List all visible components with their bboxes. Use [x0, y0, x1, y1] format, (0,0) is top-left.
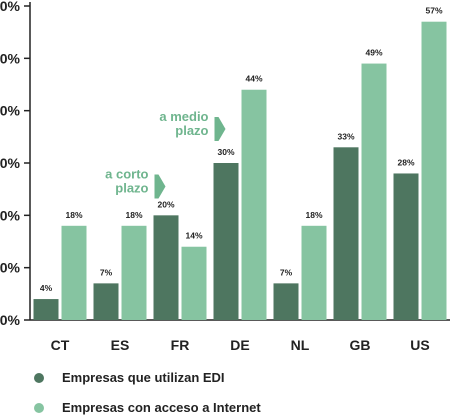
x-tick-label: US: [410, 337, 429, 353]
data-label: 14%: [185, 231, 202, 241]
bar: [181, 246, 207, 320]
x-tick-label: DE: [230, 337, 249, 353]
y-tick-label: 10%: [0, 260, 21, 276]
data-label: 7%: [280, 267, 293, 277]
annotation-text: plazo: [115, 181, 148, 196]
bar: [333, 147, 359, 320]
bar: [93, 283, 119, 320]
x-tick-label: GB: [350, 337, 371, 353]
data-label: 18%: [305, 210, 322, 220]
bar-chart: 0% 10% 20% 30% 40% 50% 60% 4% 18% CT 7% 18% ES 20% 14%…: [0, 0, 450, 353]
bar: [393, 173, 419, 320]
data-label: 18%: [125, 210, 142, 220]
bar: [153, 215, 179, 320]
bar: [61, 225, 87, 320]
bar: [213, 163, 239, 320]
bar: [121, 225, 147, 320]
data-label: 7%: [100, 267, 113, 277]
y-tick-label: 30%: [0, 155, 21, 171]
legend-item-edi: Empresas que utilizan EDI: [34, 370, 225, 385]
data-label: 20%: [157, 199, 174, 209]
bar: [273, 283, 299, 320]
x-tick-label: CT: [51, 337, 70, 353]
x-tick-label: ES: [111, 337, 130, 353]
data-label: 33%: [337, 131, 354, 141]
y-tick-label: 40%: [0, 103, 21, 119]
data-label: 18%: [65, 210, 82, 220]
legend-swatch-edi: [34, 372, 44, 383]
annotation-text: plazo: [175, 123, 208, 138]
data-label: 57%: [425, 6, 442, 16]
bar: [421, 21, 447, 320]
legend-item-internet: Empresas con acceso a Internet: [34, 400, 261, 415]
y-tick-label: 60%: [0, 0, 21, 14]
bar: [241, 89, 267, 320]
y-tick-label: 20%: [0, 207, 21, 223]
bar: [301, 225, 327, 320]
annotation-arrow: [214, 116, 226, 141]
legend-swatch-internet: [34, 402, 44, 413]
y-tick-label: 0%: [0, 312, 21, 328]
legend-label-internet: Empresas con acceso a Internet: [62, 400, 261, 415]
data-label: 4%: [40, 283, 53, 293]
bar: [33, 299, 59, 320]
annotation-arrow: [154, 174, 166, 199]
data-label: 44%: [245, 74, 262, 84]
x-tick-label: FR: [171, 337, 190, 353]
data-label: 28%: [397, 157, 414, 167]
annotation-text: a corto: [105, 167, 148, 182]
legend-label-edi: Empresas que utilizan EDI: [62, 370, 225, 385]
y-tick-label: 50%: [0, 50, 21, 66]
x-tick-label: NL: [291, 337, 310, 353]
annotation-text: a medio: [159, 109, 208, 124]
data-label: 49%: [365, 48, 382, 58]
bar: [361, 63, 387, 321]
data-label: 30%: [217, 147, 234, 157]
